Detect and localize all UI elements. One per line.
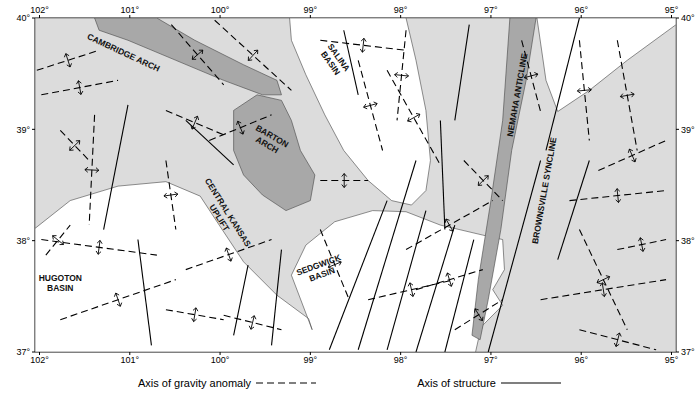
html-text:Axis of gravity anomaly: Axis of gravity anomaly: [138, 377, 252, 390]
svg-text:HUGOTONBASIN: HUGOTONBASIN: [39, 273, 82, 293]
svg-text:100°: 100°: [211, 5, 230, 15]
svg-text:SALINABASIN: SALINABASIN: [317, 42, 352, 79]
svg-text:101°: 101°: [120, 5, 139, 15]
svg-text:98°: 98°: [394, 355, 408, 365]
svg-text:99°: 99°: [304, 5, 318, 15]
svg-text:37°: 37°: [681, 347, 692, 357]
svg-text:40°: 40°: [16, 13, 30, 23]
svg-text:102°: 102°: [30, 355, 49, 365]
svg-text:NEMAHA ANTICLINE: NEMAHA ANTICLINE: [505, 52, 530, 137]
svg-text:38°: 38°: [16, 236, 30, 246]
svg-text:98°: 98°: [394, 5, 408, 15]
svg-text:102°: 102°: [30, 5, 49, 15]
svg-text:100°: 100°: [211, 355, 230, 365]
svg-text:97°: 97°: [484, 355, 498, 365]
svg-text:96°: 96°: [574, 5, 588, 15]
html-text:Axis of structure: Axis of structure: [417, 377, 496, 390]
svg-text:99°: 99°: [304, 355, 318, 365]
svg-text:39°: 39°: [681, 125, 692, 135]
svg-text:39°: 39°: [16, 125, 30, 135]
svg-text:97°: 97°: [484, 5, 498, 15]
svg-text:CAMBRIDGE ARCH: CAMBRIDGE ARCH: [86, 31, 162, 73]
svg-text:38°: 38°: [681, 236, 692, 246]
svg-text:95°: 95°: [665, 5, 679, 15]
svg-text:SEDGWICKBASIN: SEDGWICKBASIN: [295, 252, 347, 287]
svg-text:CENTRAL KANSASUPLIFT: CENTRAL KANSASUPLIFT: [194, 176, 253, 254]
svg-text:101°: 101°: [120, 355, 139, 365]
svg-text:95°: 95°: [665, 355, 679, 365]
svg-text:BROWNSVILLE SYNCLINE: BROWNSVILLE SYNCLINE: [530, 136, 559, 245]
svg-text:BARTONARCH: BARTONARCH: [249, 123, 290, 158]
svg-text:40°: 40°: [681, 13, 692, 23]
svg-text:96°: 96°: [574, 355, 588, 365]
svg-text:37°: 37°: [16, 347, 30, 357]
